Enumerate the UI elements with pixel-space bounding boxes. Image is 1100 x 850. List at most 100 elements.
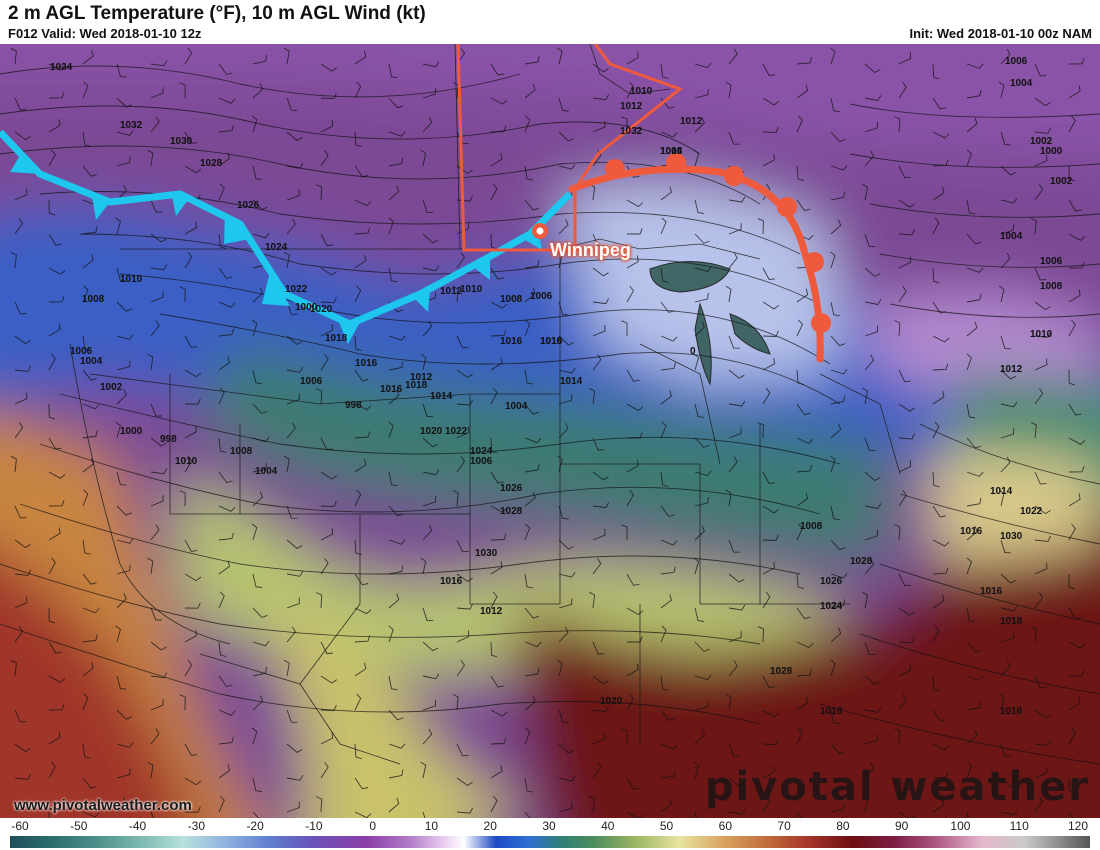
wind-barb (388, 361, 404, 371)
wind-barb (524, 607, 540, 619)
wind-barb (796, 403, 811, 416)
wind-barb (388, 797, 400, 813)
wind-barb (490, 267, 504, 280)
wind-barb (218, 233, 227, 249)
isobar-label: 1014 (990, 486, 1013, 497)
wind-barb (286, 189, 300, 201)
wind-barb (456, 335, 469, 349)
wind-barb (796, 369, 805, 386)
wind-barb (728, 400, 746, 407)
wind-barb (660, 217, 667, 235)
colorbar-tick-label: 60 (718, 819, 733, 833)
wind-barb (762, 471, 776, 484)
wind-barb (420, 557, 427, 575)
wind-barb (14, 97, 27, 111)
wind-barb (694, 641, 710, 652)
wind-barb (830, 599, 846, 609)
colorbar-tick-label: 90 (894, 819, 909, 833)
colorbar-tick-label: 0 (369, 819, 376, 833)
wind-barb (1068, 669, 1085, 677)
wind-barb (1034, 709, 1051, 719)
wind-barb (252, 199, 268, 211)
isobar-label: 1006 (300, 376, 323, 387)
isobar-label: 1022 (445, 426, 468, 437)
wind-barb (796, 165, 805, 182)
wind-barb (762, 301, 780, 310)
wind-barb (150, 233, 167, 243)
wind-barb (660, 798, 672, 813)
isobar-label: 1008 (500, 294, 523, 305)
wind-barb (1000, 809, 1018, 816)
isobar-label: 1012 (680, 116, 703, 127)
isobar-label: 1028 (500, 506, 523, 517)
wind-barb (147, 761, 154, 779)
wind-barb (725, 81, 732, 99)
wind-barb (830, 369, 848, 375)
wind-barb (762, 795, 771, 813)
wind-barb (422, 116, 433, 133)
wind-barb (1034, 535, 1052, 542)
isobar-label: 1008 (660, 146, 683, 157)
wind-barb (14, 626, 24, 643)
wind-barb (14, 709, 27, 723)
wind-barb (1068, 697, 1081, 711)
wind-barb (898, 229, 915, 236)
wind-barb (218, 641, 227, 657)
wind-barb (762, 675, 776, 688)
wind-barb (354, 335, 362, 352)
wind-barb (116, 564, 131, 575)
wind-barb (388, 185, 400, 201)
wind-barb (184, 221, 197, 235)
wind-barb (592, 354, 602, 371)
wind-barb (452, 693, 459, 711)
wind-barb (354, 539, 362, 556)
wind-barb (694, 470, 712, 477)
wind-barb (830, 539, 846, 551)
isobar-label: 1022 (1020, 506, 1043, 517)
wind-barb (150, 116, 160, 133)
wind-barb (966, 233, 982, 245)
isobar-label: 1004 (1010, 78, 1033, 89)
wind-barb (116, 97, 132, 108)
wind-barb (320, 93, 337, 100)
isobar-label: 1010 (460, 284, 483, 295)
wind-barb (932, 594, 945, 609)
wind-barb (48, 119, 61, 133)
wind-barb (150, 320, 160, 337)
wind-barb (388, 769, 404, 779)
wind-barb (966, 557, 972, 575)
wind-barb (456, 399, 474, 406)
wind-barb (1000, 660, 1011, 677)
colorbar-tick-label: 10 (424, 819, 439, 833)
wind-barb (762, 97, 780, 106)
wind-barb (218, 764, 231, 779)
wind-barb (796, 492, 809, 507)
wind-barb (757, 422, 764, 439)
wind-barb (150, 495, 164, 507)
wind-barb (1068, 319, 1076, 337)
isobar-label: 1022 (285, 284, 308, 295)
wind-barb (48, 63, 66, 71)
wind-barb (218, 387, 225, 405)
wind-barb (388, 335, 406, 341)
wind-barb (894, 320, 901, 337)
wind-barb (660, 594, 672, 609)
wind-barb (660, 390, 672, 405)
colorbar-tick-label: -50 (70, 819, 88, 833)
wind-barb (524, 115, 531, 133)
wind-barb (1068, 403, 1082, 416)
wind-barb (218, 267, 233, 280)
wind-barb (252, 232, 270, 239)
wind-barb (14, 800, 28, 813)
wind-barb (864, 150, 875, 167)
isobar-label: 1008 (82, 294, 105, 305)
wind-barb (150, 728, 160, 745)
wind-barb (354, 662, 367, 677)
wind-barb (762, 387, 771, 405)
wind-barb (558, 539, 574, 550)
wind-barb (966, 811, 969, 818)
wind-barb (422, 403, 434, 418)
wind-barb (48, 641, 62, 654)
wind-barb (218, 471, 233, 484)
wind-barb (82, 335, 91, 351)
